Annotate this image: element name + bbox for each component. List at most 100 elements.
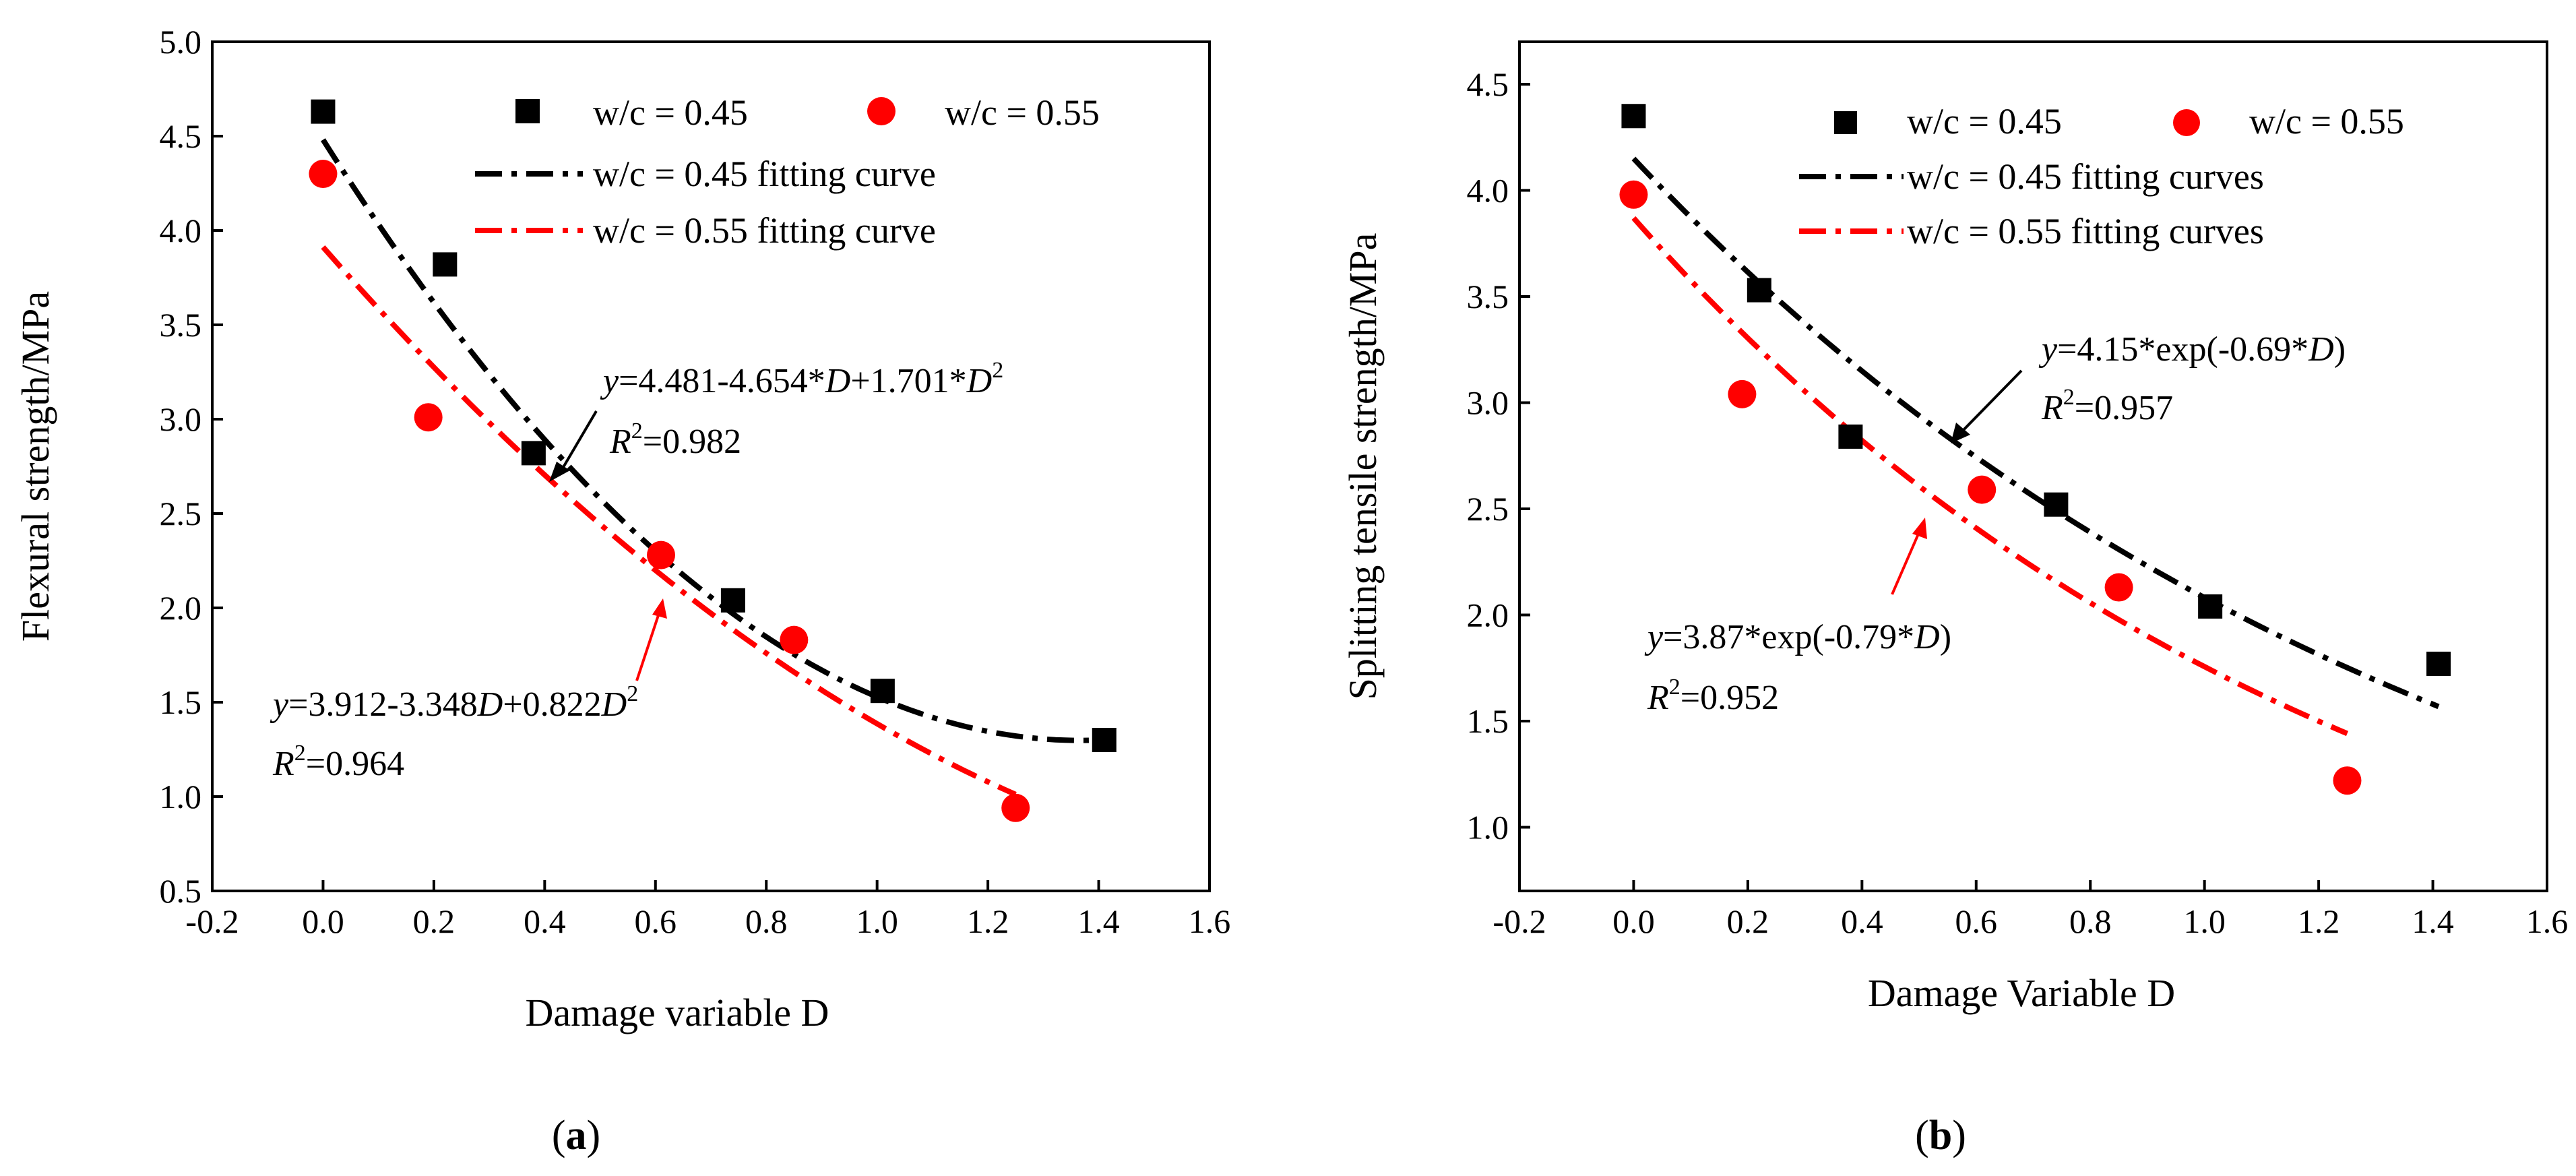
arrow-055-b [1891,532,1920,595]
y-tick-label: 2.5 [160,495,202,532]
x-tick-label: 0.2 [1727,902,1769,940]
data-point-circle [1728,379,1757,408]
y-tick-label: 2.0 [160,589,202,627]
arrow-045-b [1961,369,2023,433]
y-tick-label: 1.5 [1467,702,1509,740]
x-tick-label: 0.0 [1612,902,1655,940]
x-tick-label: 1.0 [2183,902,2226,940]
fit-curve-0 [1631,156,2440,710]
y-tick-label: 5.0 [160,23,202,61]
panel-label-a: (a) [552,1113,600,1158]
y-tick-label: 3.0 [1467,384,1509,422]
legend-label-045-a: w/c = 0.45 [593,92,748,133]
equation-045-b: y=4.15*exp(-0.69*D) R2=0.957 [1951,330,2346,443]
y-tick-label: 1.5 [160,683,202,721]
eq-var-d: D [825,362,851,400]
y-tick-label: 3.5 [1467,278,1509,315]
plot-frame-a [211,40,1211,892]
data-point-square [521,441,546,466]
eq-sup: 2 [992,358,1003,383]
legend-b: w/c = 0.45 w/c = 0.55 w/c = 0.45 fitting… [1799,101,2404,251]
data-point-square [433,252,458,277]
panel-a: -0.2 0.0 0.2 0.4 0.6 0.8 1.0 1.2 1.4 1.6 0.5 1.0 1.5… [13,23,1230,1158]
y-axis-label-b: Splitting tensile strength/MPa [1341,233,1385,700]
data-point-square [1838,424,1863,449]
y-tick-label: 3.0 [160,400,202,438]
arrow-head-045-a [549,462,570,482]
eq-mid: +1.701* [850,362,966,400]
legend-label-055-a: w/c = 0.55 [945,92,1100,133]
data-point-circle [647,540,675,569]
data-point-square [720,588,745,613]
y-tick-label: 4.0 [1467,172,1509,210]
x-tick-label: 1.4 [1077,902,1120,940]
x-tick-label: 1.4 [2412,902,2454,940]
svg-text:R2=0.952: R2=0.952 [1647,675,1779,717]
x-tick-label: 0.6 [1955,902,1998,940]
y-tick-label: 2.0 [1467,596,1509,634]
svg-text:y=4.15*exp(-0.69*D): y=4.15*exp(-0.69*D) [2038,330,2346,369]
panel-label-b: (b) [1915,1113,1966,1158]
svg-text:y=4.481-4.654*D+1.701*D2: y=4.481-4.654*D+1.701*D2 [600,358,1003,400]
y-axis-label-a: Flexural strength/MPa [13,291,57,642]
arrow-045-a [559,410,598,473]
fit-curve-1 [1631,216,2349,737]
x-tick-label: 0.8 [2069,902,2112,940]
y-tick-label: 0.5 [160,872,202,910]
y-tick-label: 3.5 [160,306,202,344]
data-point-square [1092,728,1117,752]
legend-label-045-b: w/c = 0.45 [1907,101,2062,142]
data-point-square [2044,492,2069,517]
arrow-head-055-a [652,598,667,619]
equation-055-a: y=3.912-3.348D+0.822D2 R2=0.964 [270,598,667,783]
x-tick-label: 1.6 [2526,902,2569,940]
x-tick-label: 0.4 [524,902,566,940]
arrow-head-055-b [1912,518,1927,539]
eq-var-d2: D [966,362,993,400]
data-point-circle [1619,180,1648,209]
data-point-square [2198,594,2223,619]
eq-body: =4.481-4.654* [619,362,825,400]
plot-frame-b [1518,40,2548,892]
data-point-square [870,679,895,704]
x-axis-label-b: Damage Variable D [1868,971,2175,1015]
x-tick-label: 1.2 [2298,902,2340,940]
legend-marker-circle-a [867,97,896,125]
x-tick-label: 1.2 [967,902,1009,940]
legend-marker-square-b [1834,111,1857,134]
x-tick-label: 0.2 [413,902,455,940]
legend-marker-square-a [515,99,540,123]
y-tick-label: 4.5 [1467,65,1509,103]
equation-055-b: y=3.87*exp(-0.79*D) R2=0.952 [1644,518,1951,717]
eq-r2: =0.982 [643,423,741,461]
data-point-square [1621,104,1646,129]
y-tick-label: 1.0 [160,778,202,815]
data-point-circle [1001,793,1030,822]
y-tick-label: 4.0 [160,212,202,249]
x-tick-label: -0.2 [1493,902,1546,940]
legend-label-055-fit-a: w/c = 0.55 fitting curve [593,210,936,251]
svg-text:y=3.87*exp(-0.79*D): y=3.87*exp(-0.79*D) [1644,618,1951,656]
arrow-head-045-b [1951,423,1970,443]
svg-text:R2=0.982: R2=0.982 [609,419,741,461]
arrow-055-a [635,613,660,681]
svg-text:R2=0.964: R2=0.964 [272,741,404,783]
fit-curve-1 [321,245,1017,797]
legend-label-045-fit-a: w/c = 0.45 fitting curve [593,154,936,194]
y-tick-label: 4.5 [160,117,202,155]
x-tick-label: 0.0 [302,902,344,940]
equation-045-a: y=4.481-4.654*D+1.701*D2 R2=0.982 [549,358,1003,482]
data-point-circle [2333,766,2362,795]
fit-curve-0 [321,138,1104,743]
data-point-circle [414,403,443,432]
data-point-circle [780,625,809,654]
y-tick-label: 2.5 [1467,490,1509,528]
x-tick-label: -0.2 [185,902,239,940]
data-point-square [2426,651,2451,676]
svg-text:R2=0.957: R2=0.957 [2041,385,2173,427]
svg-text:y=3.912-3.348D+0.822D2: y=3.912-3.348D+0.822D2 [270,681,638,724]
eq-var-y: y [600,362,619,400]
x-tick-label: 0.8 [745,902,788,940]
x-axis-label-a: Damage variable D [526,991,829,1034]
